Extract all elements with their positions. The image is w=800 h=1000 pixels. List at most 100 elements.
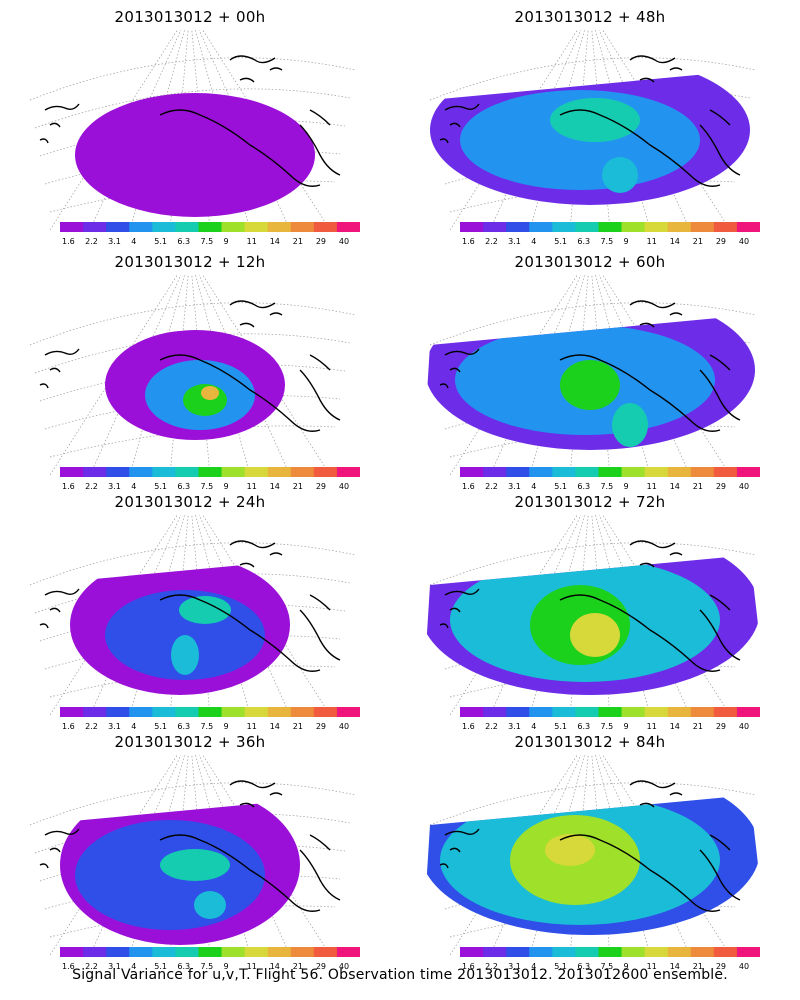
colorbar-swatch <box>713 467 738 477</box>
colorbar-swatch <box>290 947 315 957</box>
colorbar-tick-label: 21 <box>693 962 703 971</box>
colorbar-tick-label: 2.2 <box>85 482 98 491</box>
colorbar-swatch <box>460 467 484 477</box>
colorbar-tick-label: 40 <box>339 722 349 731</box>
colorbar-swatch <box>667 707 692 717</box>
colorbar-swatch <box>483 222 507 232</box>
colorbar-swatch <box>198 947 223 957</box>
colorbar-swatch <box>175 222 199 232</box>
colorbar-tick-label: 29 <box>316 482 326 491</box>
colorbar-tick-label: 11 <box>647 237 657 246</box>
colorbar-tick-label: 9 <box>224 237 229 246</box>
colorbar-tick-label: 7.5 <box>600 482 613 491</box>
colorbar-tick-label: 4 <box>531 722 536 731</box>
colorbar-tick-label: 6.3 <box>177 237 190 246</box>
colorbar-tick-label: 1.6 <box>62 482 75 491</box>
colorbar-tick-label: 3.1 <box>508 722 521 731</box>
colorbar-tick-label: 2.2 <box>485 482 498 491</box>
colorbar: 1.6 2.2 3.1 4 5.1 6.3 7.5 9 11 14 21 29 40 <box>60 467 360 491</box>
panel-title: 2013013012 + 36h <box>114 733 266 751</box>
colorbar-tick-label: 1.6 <box>62 237 75 246</box>
colorbar-swatch <box>690 467 715 477</box>
colorbar-swatch <box>221 222 246 232</box>
colorbar-swatch <box>460 222 484 232</box>
colorbar-swatch <box>644 947 669 957</box>
variance-map <box>425 755 760 955</box>
colorbar-swatch <box>129 947 153 957</box>
colorbar-tick-label: 5.1 <box>154 237 167 246</box>
colorbar-swatch <box>621 707 646 717</box>
colorbar-swatch <box>736 467 760 477</box>
colorbar-tick-label: 11 <box>247 482 257 491</box>
variance-field <box>425 555 760 695</box>
variance-map <box>29 755 356 955</box>
colorbar-swatch <box>313 467 338 477</box>
colorbar-swatch <box>244 707 269 717</box>
colorbar-swatch <box>713 707 738 717</box>
colorbar-tick-label: 4 <box>531 962 536 971</box>
panel-title: 2013013012 + 60h <box>514 253 666 271</box>
colorbar-tick-label: 3.1 <box>508 237 521 246</box>
coastline <box>39 540 341 672</box>
colorbar-tick-label: 2.2 <box>485 722 498 731</box>
colorbar-swatch <box>106 707 130 717</box>
colorbar-swatch <box>552 467 576 477</box>
colorbar-swatch <box>198 467 223 477</box>
colorbar-swatch <box>152 707 176 717</box>
colorbar-swatch <box>598 707 623 717</box>
colorbar-tick-label: 1.6 <box>62 962 75 971</box>
variance-map <box>29 515 356 715</box>
colorbar-swatch <box>129 467 153 477</box>
colorbar-tick-label: 29 <box>716 722 726 731</box>
colorbar-swatch <box>690 947 715 957</box>
colorbar-tick-label: 5.1 <box>154 722 167 731</box>
coastline <box>39 300 341 432</box>
colorbar-tick-label: 29 <box>716 962 726 971</box>
variance-contour <box>75 93 315 217</box>
colorbar-swatch <box>290 707 315 717</box>
colorbar-tick-label: 3.1 <box>108 722 121 731</box>
colorbar-tick-label: 9 <box>624 237 629 246</box>
colorbar-tick-label: 11 <box>247 722 257 731</box>
colorbar: 1.6 2.2 3.1 4 5.1 6.3 7.5 9 11 14 21 29 40 <box>460 222 760 246</box>
colorbar-tick-label: 4 <box>131 237 136 246</box>
colorbar-tick-label: 11 <box>647 722 657 731</box>
colorbar-tick-label: 6.3 <box>177 722 190 731</box>
colorbar-tick-label: 11 <box>247 962 257 971</box>
colorbar-tick-label: 29 <box>716 237 726 246</box>
colorbar-swatch <box>713 222 738 232</box>
colorbar-tick-label: 2.2 <box>485 237 498 246</box>
colorbar-tick-label: 6.3 <box>177 482 190 491</box>
colorbar-tick-label: 29 <box>316 722 326 731</box>
colorbar-tick-label: 14 <box>270 482 280 491</box>
colorbar-tick-label: 7.5 <box>200 962 213 971</box>
colorbar-tick-label: 5.1 <box>554 237 567 246</box>
colorbar-swatch <box>598 947 623 957</box>
colorbar-swatch <box>621 467 646 477</box>
coastline <box>439 540 741 672</box>
colorbar-tick-label: 7.5 <box>200 482 213 491</box>
colorbar-swatch <box>83 707 107 717</box>
colorbar-tick-label: 4 <box>131 962 136 971</box>
colorbar-swatch <box>129 707 153 717</box>
variance-contour <box>194 891 226 919</box>
colorbar-swatch <box>506 707 530 717</box>
variance-contour <box>160 849 230 881</box>
colorbar-tick-label: 40 <box>339 482 349 491</box>
variance-contour <box>570 613 620 657</box>
colorbar-tick-label: 9 <box>624 722 629 731</box>
colorbar-swatch <box>506 467 530 477</box>
colorbar-swatch <box>529 467 553 477</box>
colorbar-tick-label: 14 <box>670 962 680 971</box>
colorbar-swatch <box>460 947 484 957</box>
variance-field <box>70 555 290 695</box>
colorbar-tick-label: 6.3 <box>577 962 590 971</box>
colorbar-swatch <box>106 222 130 232</box>
colorbar-tick-label: 3.1 <box>108 962 121 971</box>
colorbar-swatch <box>529 707 553 717</box>
colorbar-swatch <box>575 947 599 957</box>
colorbar-swatch <box>552 222 576 232</box>
coastline <box>439 780 741 912</box>
colorbar-tick-label: 4 <box>131 482 136 491</box>
